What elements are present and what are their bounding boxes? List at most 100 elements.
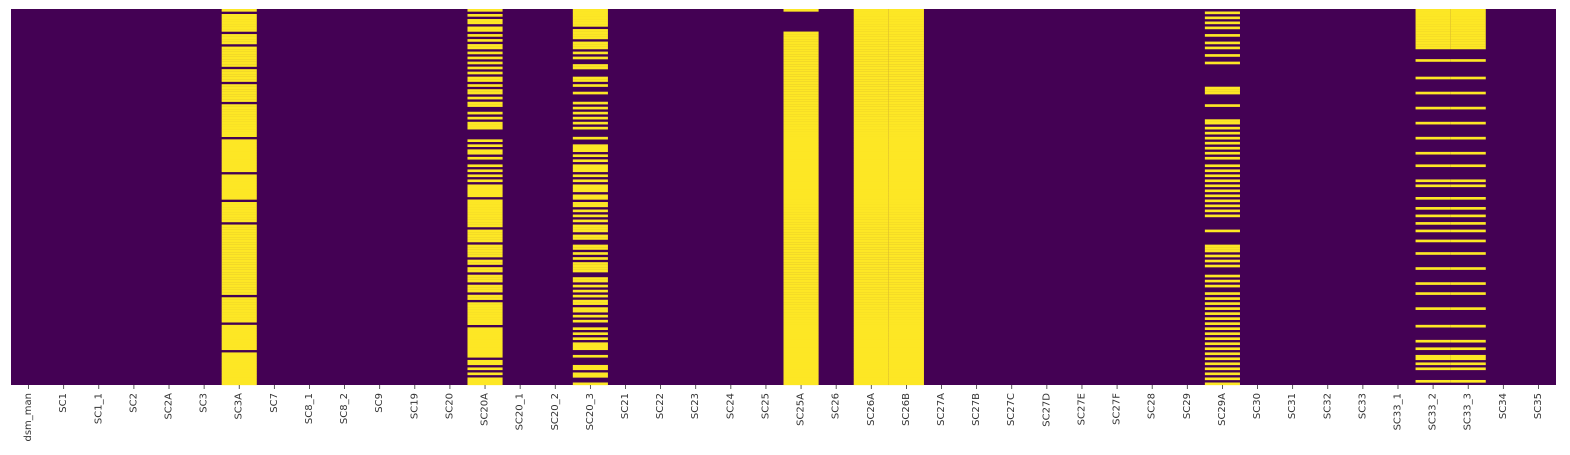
missing-cell-sc20a-103 bbox=[467, 267, 503, 270]
missing-cell-sc3a-7 bbox=[221, 26, 257, 30]
missing-cell-sc26a-13 bbox=[853, 41, 889, 45]
missing-cell-sc33_2-143 bbox=[1415, 367, 1451, 371]
missing-cell-sc3a-31 bbox=[221, 86, 257, 90]
missing-cell-sc33_2-103 bbox=[1415, 267, 1451, 270]
missing-cell-sc26a-66 bbox=[853, 174, 889, 178]
missing-cell-sc26a-118 bbox=[853, 304, 889, 308]
missing-cell-sc20a-41 bbox=[467, 111, 503, 115]
missing-cell-sc26b-98 bbox=[888, 254, 924, 258]
missing-cell-sc26a-88 bbox=[853, 229, 889, 233]
missing-cell-sc25a-74 bbox=[783, 194, 819, 198]
missing-cell-sc26a-141 bbox=[853, 362, 889, 366]
missing-cell-sc20_3-86 bbox=[572, 224, 608, 228]
missing-cell-sc26b-106 bbox=[888, 274, 924, 278]
missing-cell-sc26a-146 bbox=[853, 374, 889, 378]
missing-cell-sc29a-49 bbox=[1204, 131, 1240, 135]
missing-cell-sc26b-129 bbox=[888, 332, 924, 336]
missing-cell-sc25a-143 bbox=[783, 367, 819, 371]
missing-cell-sc20_3-74 bbox=[572, 194, 608, 198]
missing-cell-sc25a-105 bbox=[783, 272, 819, 275]
missing-cell-sc20_3-116 bbox=[572, 299, 608, 303]
missing-cell-sc3a-78 bbox=[221, 204, 257, 208]
missing-cell-sc29a-82 bbox=[1204, 214, 1240, 218]
x-tick-label-sc2a: SC2A bbox=[164, 393, 175, 420]
missing-cell-sc26b-105 bbox=[888, 272, 924, 275]
missing-cell-sc25a-142 bbox=[783, 364, 819, 368]
missing-cell-sc20a-30 bbox=[467, 84, 503, 87]
missing-cell-sc20a-68 bbox=[467, 179, 503, 183]
x-tick-label-sc8_2: SC8_2 bbox=[339, 393, 350, 424]
x-tick-label-sc29: SC29 bbox=[1182, 393, 1193, 419]
missing-cell-sc26a-1 bbox=[853, 11, 889, 15]
missing-cell-sc29a-135 bbox=[1204, 347, 1240, 351]
missing-cell-sc3a-118 bbox=[221, 304, 257, 308]
missing-cell-sc25a-110 bbox=[783, 284, 819, 288]
missing-cell-sc20a-52 bbox=[467, 139, 503, 143]
missing-cell-sc3a-30 bbox=[221, 84, 257, 87]
missing-cell-sc25a-14 bbox=[783, 44, 819, 47]
missing-cell-sc25a-0 bbox=[783, 9, 819, 12]
missing-cell-sc33_3-3 bbox=[1450, 16, 1486, 20]
missing-cell-sc26a-124 bbox=[853, 319, 889, 323]
missing-cell-sc26b-57 bbox=[888, 151, 924, 155]
missing-cell-sc26b-85 bbox=[888, 222, 924, 225]
missing-cell-sc20a-28 bbox=[467, 79, 503, 82]
missing-cell-sc20_3-2 bbox=[572, 14, 608, 17]
missing-cell-sc20a-27 bbox=[467, 76, 503, 80]
missing-cell-sc20a-127 bbox=[467, 327, 503, 331]
missing-cell-sc26b-127 bbox=[888, 327, 924, 331]
missing-cell-sc25a-87 bbox=[783, 227, 819, 230]
missing-cell-sc26a-16 bbox=[853, 49, 889, 52]
missing-cell-sc26a-42 bbox=[853, 114, 889, 117]
missing-cell-sc3a-0 bbox=[221, 9, 257, 12]
missing-cell-sc26b-54 bbox=[888, 144, 924, 148]
missing-cell-sc20a-56 bbox=[467, 149, 503, 153]
missing-cell-sc26b-139 bbox=[888, 357, 924, 361]
missing-cell-sc20_3-133 bbox=[572, 342, 608, 346]
missing-cell-sc20_3-5 bbox=[572, 21, 608, 25]
missing-cell-sc33_3-0 bbox=[1450, 9, 1486, 12]
x-tick-label-sc20_1: SC20_1 bbox=[515, 393, 526, 430]
missing-cell-sc3a-43 bbox=[221, 116, 257, 120]
missing-cell-sc33_3-82 bbox=[1450, 214, 1486, 218]
missing-cell-sc20a-10 bbox=[467, 34, 503, 37]
missing-cell-sc3a-4 bbox=[221, 19, 257, 22]
missing-cell-sc25a-51 bbox=[783, 136, 819, 140]
missing-cell-sc26a-12 bbox=[853, 39, 889, 42]
missing-cell-sc25a-82 bbox=[783, 214, 819, 218]
missing-cell-sc29a-1 bbox=[1204, 11, 1240, 15]
missing-cell-sc26a-103 bbox=[853, 267, 889, 270]
missing-cell-sc20_3-94 bbox=[572, 244, 608, 248]
missing-cell-sc3a-20 bbox=[221, 59, 257, 62]
missing-cell-sc26b-45 bbox=[888, 121, 924, 125]
missing-cell-sc33_2-14 bbox=[1415, 44, 1451, 47]
missing-cell-sc33_2-138 bbox=[1415, 354, 1451, 358]
missing-cell-sc25a-37 bbox=[783, 101, 819, 105]
x-tick-label-sc20a: SC20A bbox=[480, 393, 491, 426]
missing-cell-sc3a-102 bbox=[221, 264, 257, 268]
missing-cell-sc33_2-15 bbox=[1415, 46, 1451, 50]
missing-cell-sc26a-99 bbox=[853, 257, 889, 260]
missing-cell-sc26b-119 bbox=[888, 307, 924, 310]
missing-cell-sc25a-10 bbox=[783, 34, 819, 37]
missing-cell-sc20a-140 bbox=[467, 359, 503, 363]
missing-cell-sc25a-15 bbox=[783, 46, 819, 50]
missing-cell-sc3a-72 bbox=[221, 189, 257, 193]
missing-cell-sc25a-67 bbox=[783, 176, 819, 180]
missing-cell-sc25a-75 bbox=[783, 197, 819, 200]
missing-cell-sc26a-114 bbox=[853, 294, 889, 298]
missing-cell-sc20a-76 bbox=[467, 199, 503, 203]
x-tick-label-sc35: SC35 bbox=[1533, 393, 1544, 419]
missing-cell-sc26b-58 bbox=[888, 154, 924, 158]
missing-cell-sc20a-54 bbox=[467, 144, 503, 148]
missing-cell-sc3a-6 bbox=[221, 24, 257, 27]
missing-cell-sc26b-60 bbox=[888, 159, 924, 163]
missing-cell-sc26b-26 bbox=[888, 74, 924, 77]
missing-cell-sc26a-84 bbox=[853, 219, 889, 223]
missing-cell-sc3a-90 bbox=[221, 234, 257, 238]
missing-cell-sc29a-74 bbox=[1204, 194, 1240, 198]
missing-cell-sc20a-100 bbox=[467, 259, 503, 263]
missing-cell-sc3a-138 bbox=[221, 354, 257, 358]
missing-cell-sc33_2-33 bbox=[1415, 91, 1451, 95]
missing-cell-sc20_3-110 bbox=[572, 284, 608, 288]
